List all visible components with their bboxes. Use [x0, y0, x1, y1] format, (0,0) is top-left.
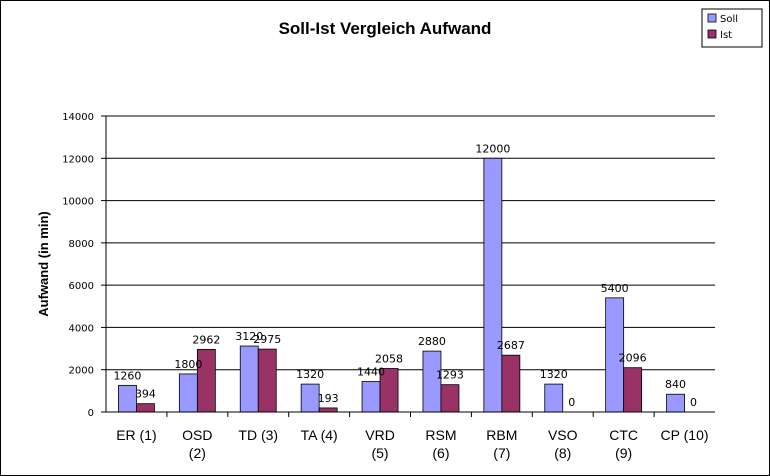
y-tick-label: 2000: [69, 366, 94, 377]
data-label: 3120: [235, 330, 263, 343]
data-label: 1320: [296, 368, 324, 381]
data-label: 2962: [192, 333, 220, 346]
y-tick-label: 14000: [62, 112, 94, 123]
y-tick-label: 4000: [69, 323, 94, 334]
data-label: 193: [318, 392, 339, 405]
category-label: (2): [189, 445, 206, 461]
data-label: 1260: [113, 369, 141, 382]
category-label: (7): [493, 445, 510, 461]
y-tick-labels: 0 2000 4000 6000 8000 10000 12000 14000: [62, 112, 106, 419]
bar-ist: [501, 354, 521, 413]
bar-soll: [178, 373, 198, 413]
bar-ist: [623, 367, 643, 413]
bars: [118, 157, 685, 413]
legend-swatch-ist: [707, 29, 717, 39]
bar-ist: [440, 384, 460, 413]
category-label: (8): [554, 445, 571, 461]
y-tick-label: 0: [88, 408, 94, 419]
category-label: (9): [615, 445, 632, 461]
category-labels: ER (1) OSD (2) TD (3) TA (4) VRD (5) RSM (6) RBM (…: [116, 427, 708, 461]
legend-swatch-soll: [707, 13, 717, 23]
category-label: ER (1): [116, 427, 156, 443]
data-label: 0: [568, 396, 575, 409]
category-label: (6): [432, 445, 449, 461]
y-tick-label: 6000: [69, 281, 94, 292]
category-label: OSD: [182, 427, 212, 443]
data-label: 2880: [418, 335, 446, 348]
bar-soll: [544, 383, 564, 413]
y-tick-label: 8000: [69, 239, 94, 250]
data-label: 1293: [436, 369, 464, 382]
category-label: TD (3): [238, 427, 278, 443]
legend-label-ist: Ist: [720, 30, 732, 41]
bar-ist: [257, 348, 277, 413]
y-tick-label: 10000: [62, 197, 94, 208]
data-label: 0: [690, 396, 697, 409]
legend: Soll Ist: [701, 8, 763, 48]
bar-soll: [118, 384, 137, 413]
data-label: 5400: [601, 282, 629, 295]
data-label: 2058: [375, 352, 403, 365]
category-label: RBM: [486, 427, 517, 443]
data-label: 12000: [475, 142, 510, 155]
category-label: TA (4): [301, 427, 338, 443]
y-tick-label: 12000: [62, 154, 94, 165]
category-label: VSO: [548, 427, 578, 443]
category-label: CP (10): [661, 427, 709, 443]
bar-soll: [361, 381, 381, 413]
category-label: VRD: [365, 427, 395, 443]
category-label: RSM: [425, 427, 456, 443]
data-label: 394: [135, 388, 156, 401]
chart-title: Soll-Ist Vergleich Aufwand: [279, 19, 492, 38]
category-label: (5): [371, 445, 388, 461]
data-label: 1440: [357, 366, 385, 379]
data-label: 2687: [497, 339, 525, 352]
bar-soll: [666, 393, 685, 413]
bar-soll: [483, 157, 503, 413]
category-label: CTC: [609, 427, 638, 443]
data-label: 840: [665, 378, 686, 391]
data-label: 2975: [253, 333, 281, 346]
data-label: 1320: [540, 368, 568, 381]
legend-label-soll: Soll: [720, 14, 738, 25]
bar-soll: [239, 345, 259, 413]
data-label: 2096: [619, 352, 647, 365]
axes: [105, 116, 715, 417]
data-label: 1800: [174, 358, 202, 371]
bar-ist: [318, 407, 338, 413]
bar-ist: [136, 403, 155, 413]
bar-soll: [300, 383, 320, 413]
y-axis-label: Aufwand (in min): [36, 211, 51, 316]
